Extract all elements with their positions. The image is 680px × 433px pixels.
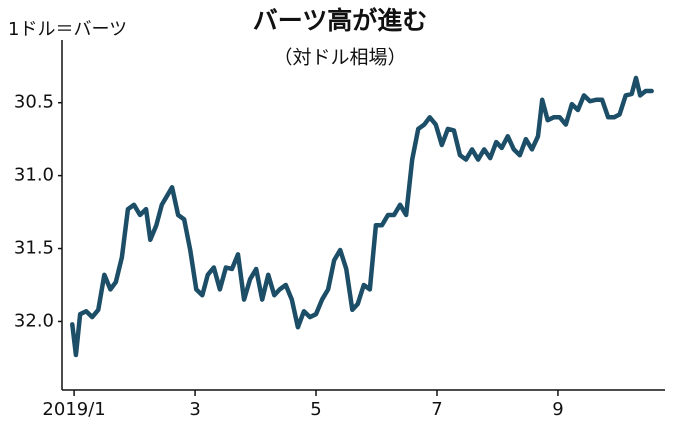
x-tick-label: 2019/1 <box>42 399 105 420</box>
line <box>70 75 654 358</box>
y-tick-label: 30.5 <box>14 92 54 113</box>
chart-title: バーツ高が進む <box>253 6 428 35</box>
y-tick-label: 31.0 <box>14 165 54 186</box>
y-tick-label: 32.0 <box>14 310 54 331</box>
x-tick-label: 7 <box>431 399 442 420</box>
y-axis-label: 1ドル＝バーツ <box>8 19 127 40</box>
x-tick-label: 5 <box>310 399 321 420</box>
x-tick-label: 9 <box>552 399 563 420</box>
chart-subtitle: （対ドル相場） <box>273 47 406 69</box>
x-tick-label: 3 <box>189 399 200 420</box>
y-tick-label: 31.5 <box>14 238 54 259</box>
